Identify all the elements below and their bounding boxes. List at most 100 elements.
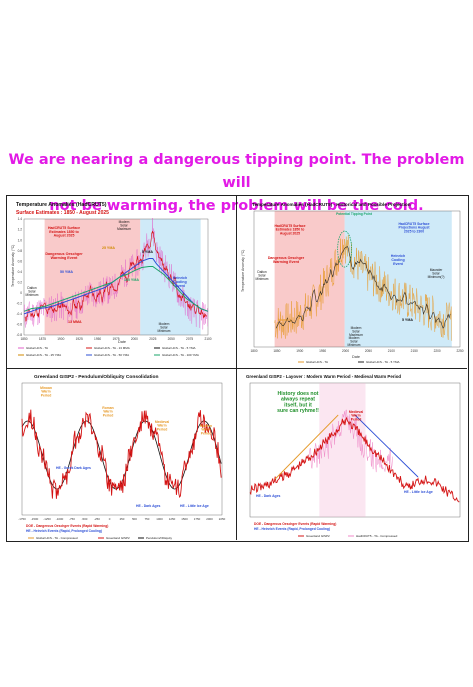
p1-note-heinrich: Heinrich Cooling Event [173, 276, 187, 288]
p1-note-oeschger: Dangerous Oeschger Warming Event [45, 252, 83, 260]
p2-note-heinrich: Heinrich Cooling Event [391, 254, 405, 266]
grid-divider-horizontal [6, 368, 467, 369]
p1-ytick: 1.2 [18, 228, 23, 232]
chart-hadcrut5-projection: Temperature Anomalies (HadCRUT5) - Histo… [241, 202, 464, 364]
p3-label-lia: HE - Little Ice Age [180, 504, 209, 508]
p4-note-history: History does not always repeat itself, but… [277, 391, 319, 414]
p1-series-100yma [23, 266, 209, 312]
p2-xtick: 2250 [456, 349, 463, 353]
p1-ytick: 0.2 [18, 280, 23, 284]
p1-note-modern-max: Modern Solar Maximum [117, 220, 131, 231]
p1-ytick: -0.6 [17, 323, 23, 327]
p1-legend-item: Global HCS - TA - 50 YMA [94, 353, 129, 357]
p3-label-dark: HE - Dark Ages [136, 504, 160, 508]
p1-legend-item: Global HCS - TA - 25 YMA [26, 353, 61, 357]
p1-xtick: 1950 [94, 337, 101, 341]
p3-xtick: -250 [94, 517, 100, 521]
p1-ytick: 0.4 [18, 270, 23, 274]
p3-note-medieval: Medieval Warm Period [155, 420, 169, 431]
p3-xtick: 250 [120, 517, 125, 521]
p4-pink-zone [319, 383, 366, 517]
p2-warm-zone [274, 211, 345, 347]
p4-warming-trend [274, 414, 339, 480]
p3-xtick: -500 [82, 517, 88, 521]
p1-xtick: 2075 [186, 337, 193, 341]
p2-xtick: 2100 [388, 349, 395, 353]
p4-legend-item: Greenland GISP2 [306, 534, 330, 538]
p2-note-oeschger: Dangerous Oeschger Warming Event [268, 256, 305, 264]
p3-xtick: 0 [109, 517, 111, 521]
p4-legend-item: HadCRUT5 - TA - Compressed [356, 534, 398, 538]
p4-note-medieval: Medieval Warm Period [349, 410, 363, 421]
p4-note-he: HE - Heinrich Events (Rapid, Prolonged C… [254, 527, 330, 531]
p2-xtick: 2200 [434, 349, 441, 353]
p1-frame [23, 218, 209, 336]
p2-xtick: 1800 [250, 349, 257, 353]
p1-ytick: 0 [20, 291, 22, 295]
p1-legend-item: Global HCS - TA - 100 YMA [162, 353, 199, 357]
p3-xtick: -1250 [43, 517, 51, 521]
p3-note-modern: Modern Warm Period [200, 424, 212, 435]
p4-note-doe: DOE - Dangerous Oeschger Events (Rapid W… [254, 522, 336, 526]
p1-ytick: 0.6 [18, 259, 23, 263]
chart-gisp2-layover: Greenland GISP2 - Layover : Modern Warm … [246, 374, 461, 538]
p3-xtick: 1000 [156, 517, 163, 521]
p2-title: Temperature Anomalies (HadCRUT5) - Histo… [252, 202, 411, 207]
p2-xtick: 1850 [273, 349, 280, 353]
p1-legend-item: Global HCS - TA - 13 MMA [94, 346, 130, 350]
p1-xtick: 1975 [112, 337, 119, 341]
p3-xtick: -750 [69, 517, 75, 521]
p2-note-modern-max: Modern Solar Maximum [349, 326, 363, 337]
p1-label-100yma: 100 YMA [124, 278, 139, 282]
p1-xtick: 2000 [131, 337, 138, 341]
p2-plot-area: 1800 1850 1900 1950 2000 2050 2100 2150 2200 2250… [250, 210, 464, 364]
p3-note-roman: Roman Warm Period [102, 406, 114, 417]
p1-note-hadcrut: HadCRUT5 Surface Estimates 1850 to August … [48, 226, 80, 238]
p4-title: Greenland GISP2 - Layover : Modern Warm … [246, 374, 401, 379]
p2-legend-item: Global HCS - TA [306, 360, 328, 364]
p4-label-dark: HE - Dark Ages [256, 494, 280, 498]
p2-cool-zone [344, 211, 452, 347]
p2-note-tipping: Potential Tipping Point [336, 212, 373, 216]
p2-xtick: 2050 [365, 349, 372, 353]
p2-xtick: 1900 [296, 349, 303, 353]
p3-xtick: 1750 [194, 517, 201, 521]
p2-xlabel: Date [352, 355, 360, 359]
p2-note-maunder: Maunder Solar Minimum(?) [428, 268, 445, 279]
p4-frame [249, 382, 461, 518]
p1-xtick: 1925 [76, 337, 83, 341]
p1-label-5yma: 5 YMA [142, 250, 153, 254]
p1-xtick: 1900 [57, 337, 64, 341]
p3-xtick: 1500 [181, 517, 188, 521]
grid-divider-vertical [236, 195, 237, 540]
p1-title: Temperature Anomalies (HadCRUT5) [16, 202, 107, 208]
p2-xtick: 1950 [319, 349, 326, 353]
p3-xtick: -1500 [31, 517, 39, 521]
p3-legend-item: Pendulum/Obliquity [146, 536, 173, 540]
chart-hadcrut5-surface: Temperature Anomalies (HadCRUT5) Surface… [11, 202, 212, 357]
p1-ytick: -0.8 [17, 333, 23, 337]
p1-xtick: 2050 [168, 337, 175, 341]
p3-frame [21, 382, 223, 516]
p2-note-dalton: Dalton Solar Minimum [256, 270, 269, 281]
p3-xtick: 750 [145, 517, 150, 521]
p1-xtick: 2025 [149, 337, 156, 341]
p2-note-modern-min: Modern Solar Minimum [348, 336, 361, 347]
p1-ylabel: Temperature Anomaly (°C) [11, 245, 15, 287]
p2-note-projection: HadCRUT5 Surface Projections August 2025 t… [398, 222, 430, 233]
p2-tipping-ellipse [337, 230, 353, 268]
p1-ytick: 1.0 [18, 238, 23, 242]
p1-ytick: 0.8 [18, 249, 23, 253]
p2-legend-item: Global HCS - TA - 5 YMA [366, 360, 400, 364]
p3-xtick: -1000 [56, 517, 64, 521]
p2-label-5yma: 5 YMA [402, 318, 413, 322]
p3-xtick: 2000 [206, 517, 213, 521]
p1-legend-item: Global HCS - TA - 5 YMA [162, 346, 196, 350]
p1-label-25yma: 25 YMA [102, 246, 115, 250]
p1-note-modern-min: Modern Solar Minimum [158, 322, 171, 333]
p3-note-minoan: Minoan Warm Period [40, 386, 52, 397]
p1-ytick: 1.4 [18, 217, 23, 221]
p4-cooling-trend [354, 414, 419, 478]
p2-note-hadcrut: HadCRUT5 Surface Estimates 1850 to August … [274, 224, 305, 235]
p4-label-lia: HE - Little Ice Age [404, 490, 433, 494]
